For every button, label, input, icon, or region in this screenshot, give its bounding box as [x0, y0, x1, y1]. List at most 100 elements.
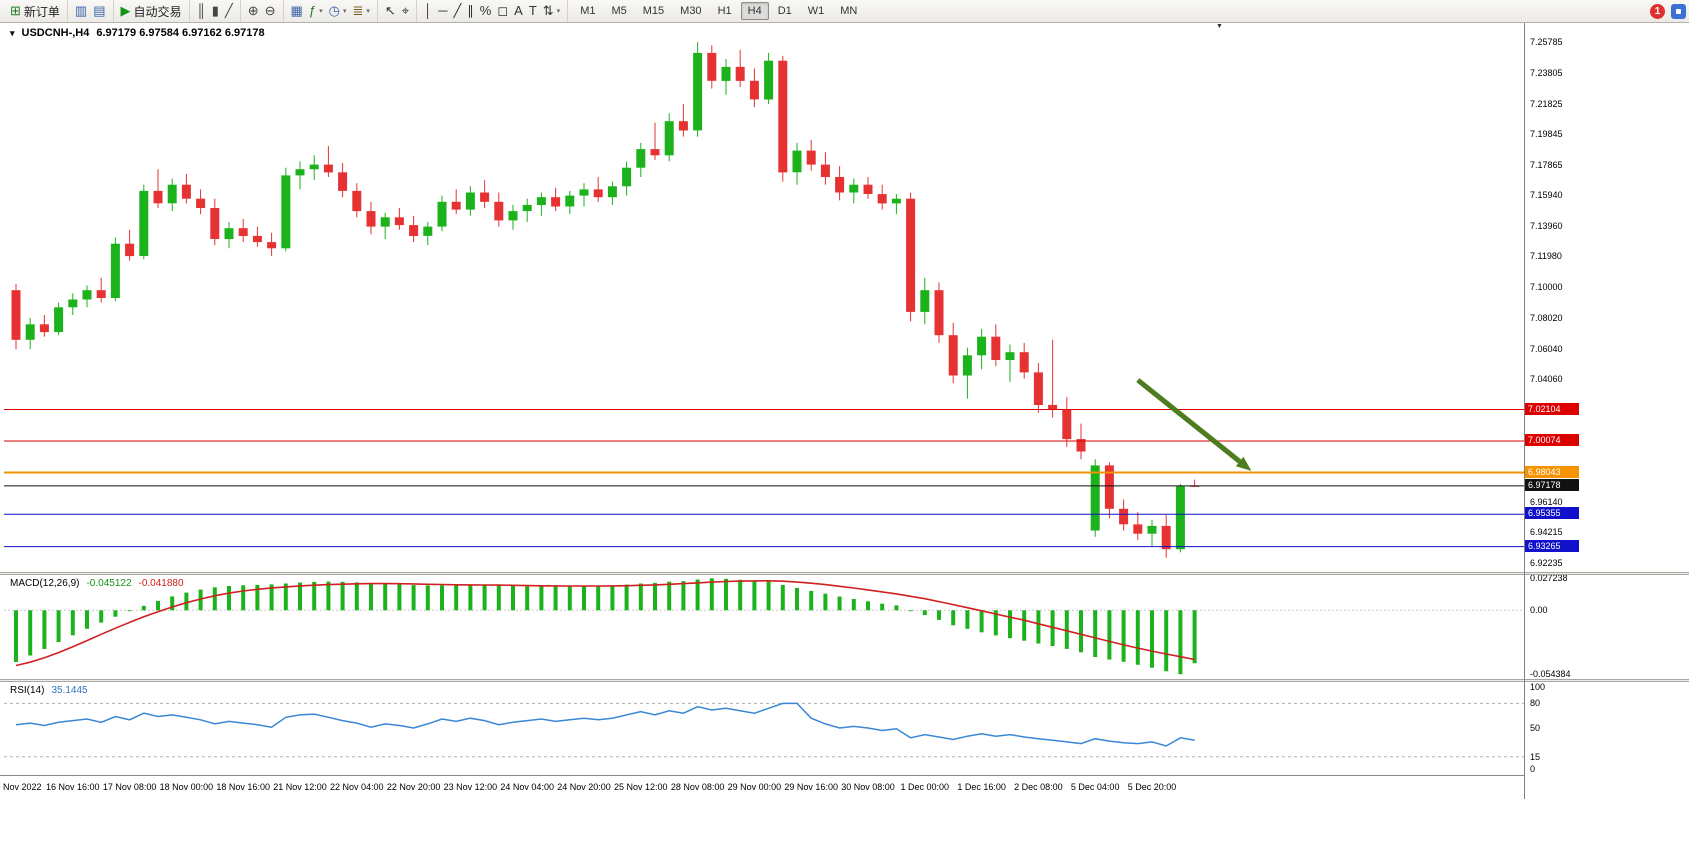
- panel-splitter[interactable]: [0, 679, 1689, 682]
- chart-symbol-period: USDCNH-,H4: [21, 27, 90, 39]
- chart-shift-marker-icon[interactable]: ▼: [1216, 23, 1223, 30]
- chart-ohlc-values: 6.97179 6.97584 6.97162 6.97178: [96, 27, 265, 39]
- macd-axis-label: 0.00: [1530, 605, 1548, 616]
- timeframe-button-d1[interactable]: D1: [777, 5, 792, 17]
- rsi-axis-label: 15: [1530, 751, 1541, 762]
- toolbar-group: ⊞ 新订单: [3, 0, 67, 22]
- dropdown-caret-icon: ▾: [366, 8, 370, 15]
- zoom-out-button[interactable]: ⊖: [262, 3, 279, 19]
- rsi-line: [15, 702, 1195, 747]
- trendline-button[interactable]: ╱: [450, 3, 464, 19]
- price-level-tag[interactable]: 7.00074: [1525, 434, 1579, 447]
- price-level-lines[interactable]: [4, 409, 1524, 548]
- timeframe-button-m1[interactable]: M1: [580, 5, 596, 17]
- new-order-button[interactable]: ⊞ 新订单: [7, 2, 63, 21]
- macd-signal-line: [15, 579, 1195, 667]
- zoom-in-button[interactable]: ⊕: [245, 3, 262, 19]
- cursor-button[interactable]: ↖: [382, 3, 399, 19]
- macd-axis-label: 0.027238: [1530, 573, 1568, 584]
- panel-splitter[interactable]: [0, 572, 1689, 575]
- time-axis-label: 18 Nov 00:00: [159, 782, 214, 792]
- timeframe-button-w1[interactable]: W1: [807, 5, 825, 17]
- periods-button[interactable]: ◷ ▾: [326, 3, 350, 19]
- rsi-axis-label: 0: [1530, 764, 1536, 774]
- dropdown-caret-icon: ▾: [556, 8, 561, 15]
- rsi-axis-label: 50: [1530, 723, 1541, 733]
- autotrading-button[interactable]: ▶ 自动交易: [118, 2, 185, 21]
- tile-windows-button[interactable]: ▦: [288, 3, 306, 19]
- tile-windows-icon: ▦: [290, 3, 303, 18]
- chart-windows-button[interactable]: ▥: [72, 3, 90, 19]
- candlestick-mode-button[interactable]: ▮: [209, 3, 222, 19]
- toolbar-group: ⊕ ⊖: [239, 0, 283, 22]
- chart-title: ▾ USDCNH-,H4 6.97179 6.97584 6.97162 6.9…: [10, 27, 265, 39]
- line-chart-mode-button[interactable]: ╱: [222, 3, 236, 19]
- rsi-indicator-panel[interactable]: [4, 682, 1524, 775]
- time-axis-label: 1 Dec 16:00: [957, 782, 1006, 792]
- macd-axis-label: -0.054384: [1530, 669, 1571, 680]
- time-axis-label: 2 Dec 08:00: [1014, 782, 1063, 792]
- crosshair-button[interactable]: ⌖: [399, 3, 412, 19]
- cursor-icon: ↖: [384, 3, 396, 18]
- bar-chart-mode-button[interactable]: ║: [194, 3, 209, 19]
- time-axis-label: 16 Nov 16:00: [46, 782, 100, 792]
- price-level-tag[interactable]: 6.98043: [1525, 465, 1579, 478]
- time-axis-label: 16 Nov 2022: [0, 782, 42, 792]
- toolbar-group: ▥ ▤: [66, 0, 113, 22]
- toolbar-group: ↖ ⌖: [376, 0, 416, 22]
- toolbar-group: │ ─ ╱ ∥% ◻ A T ⇅ ▾: [416, 0, 567, 22]
- timeframe-button-h1[interactable]: H1: [717, 5, 732, 17]
- time-axis-label: 28 Nov 08:00: [670, 782, 725, 792]
- price-level-tag[interactable]: 7.02104: [1525, 402, 1579, 415]
- price-level-tag[interactable]: 6.93265: [1525, 539, 1579, 552]
- timeframe-button-mn[interactable]: MN: [840, 5, 858, 17]
- trendline-icon: ╱: [453, 3, 462, 18]
- timeframe-button-m15[interactable]: M15: [642, 5, 665, 17]
- timeframe-button-m5[interactable]: M5: [611, 5, 627, 17]
- horizontal-line-button[interactable]: ─: [435, 3, 450, 19]
- price-scale-border: [1524, 22, 1525, 799]
- text-label-button[interactable]: T: [526, 3, 540, 19]
- one-click-trading-toggle[interactable]: ▾: [10, 27, 15, 38]
- time-axis-label: 29 Nov 00:00: [727, 782, 782, 792]
- timeframe-button-m30[interactable]: M30: [680, 5, 702, 17]
- time-axis-label: 5 Dec 04:00: [1070, 782, 1120, 792]
- rsi-label: RSI(14) 35.1445: [10, 685, 88, 696]
- templates-button[interactable]: ≣ ▾: [349, 3, 372, 19]
- community-icon[interactable]: [1671, 3, 1686, 19]
- candles-group: [11, 42, 1200, 558]
- fibonacci-button[interactable]: %: [477, 3, 495, 19]
- current-price-tag[interactable]: 6.97178: [1525, 478, 1579, 491]
- price-axis-label: 7.13960: [1530, 220, 1563, 231]
- indicators-icon: ƒ: [308, 3, 317, 18]
- time-axis-label: 17 Nov 08:00: [102, 782, 157, 792]
- text-button[interactable]: A: [511, 3, 526, 19]
- dropdown-caret-icon: ▾: [319, 8, 323, 15]
- time-axis-label: 23 Nov 12:00: [443, 782, 498, 792]
- macd-indicator-panel[interactable]: [4, 575, 1524, 679]
- toolbar: ⊞ 新订单 ▥ ▤ ▶ 自动交易 ║ ▮ ╱ ⊕ ⊖ ▦ ƒ ▾ ◷ ▾ ≣ ▾ ↖ ⌖ │ ─ ╱ ∥% ◻ A T ⇅ ▾ M1 M5 M…: [0, 0, 1689, 23]
- price-scale[interactable]: 7.25785 7.23805 7.21825 7.19845 7.17865 7.159…: [1525, 22, 1689, 799]
- price-axis-label: 7.06040: [1530, 343, 1563, 354]
- crosshair-icon: ⌖: [401, 3, 410, 18]
- notifications-badge[interactable]: 1: [1650, 3, 1665, 19]
- price-axis-label: 7.15940: [1530, 189, 1563, 200]
- price-level-tag[interactable]: 6.95355: [1525, 507, 1579, 520]
- trend-arrow-annotation[interactable]: [1136, 378, 1252, 471]
- vertical-line-button[interactable]: │: [421, 3, 435, 19]
- timeframe-button-h4[interactable]: H4: [740, 2, 769, 20]
- channel-button[interactable]: ∥: [464, 3, 477, 19]
- price-axis-label: 7.17865: [1530, 160, 1563, 171]
- price-axis-label: 7.23805: [1530, 68, 1563, 79]
- profiles-button[interactable]: ▤: [90, 3, 108, 19]
- fibonacci-icon: %: [479, 3, 492, 18]
- rsi-axis-label: 80: [1530, 698, 1541, 709]
- indicators-button[interactable]: ƒ ▾: [306, 3, 326, 19]
- time-axis-label: 1 Dec 00:00: [900, 782, 950, 792]
- price-axis-label: 7.10000: [1530, 282, 1563, 293]
- arrows-button[interactable]: ⇅ ▾: [540, 3, 563, 19]
- shapes-button[interactable]: ◻: [494, 3, 511, 19]
- candlestick-chart[interactable]: [4, 22, 1524, 572]
